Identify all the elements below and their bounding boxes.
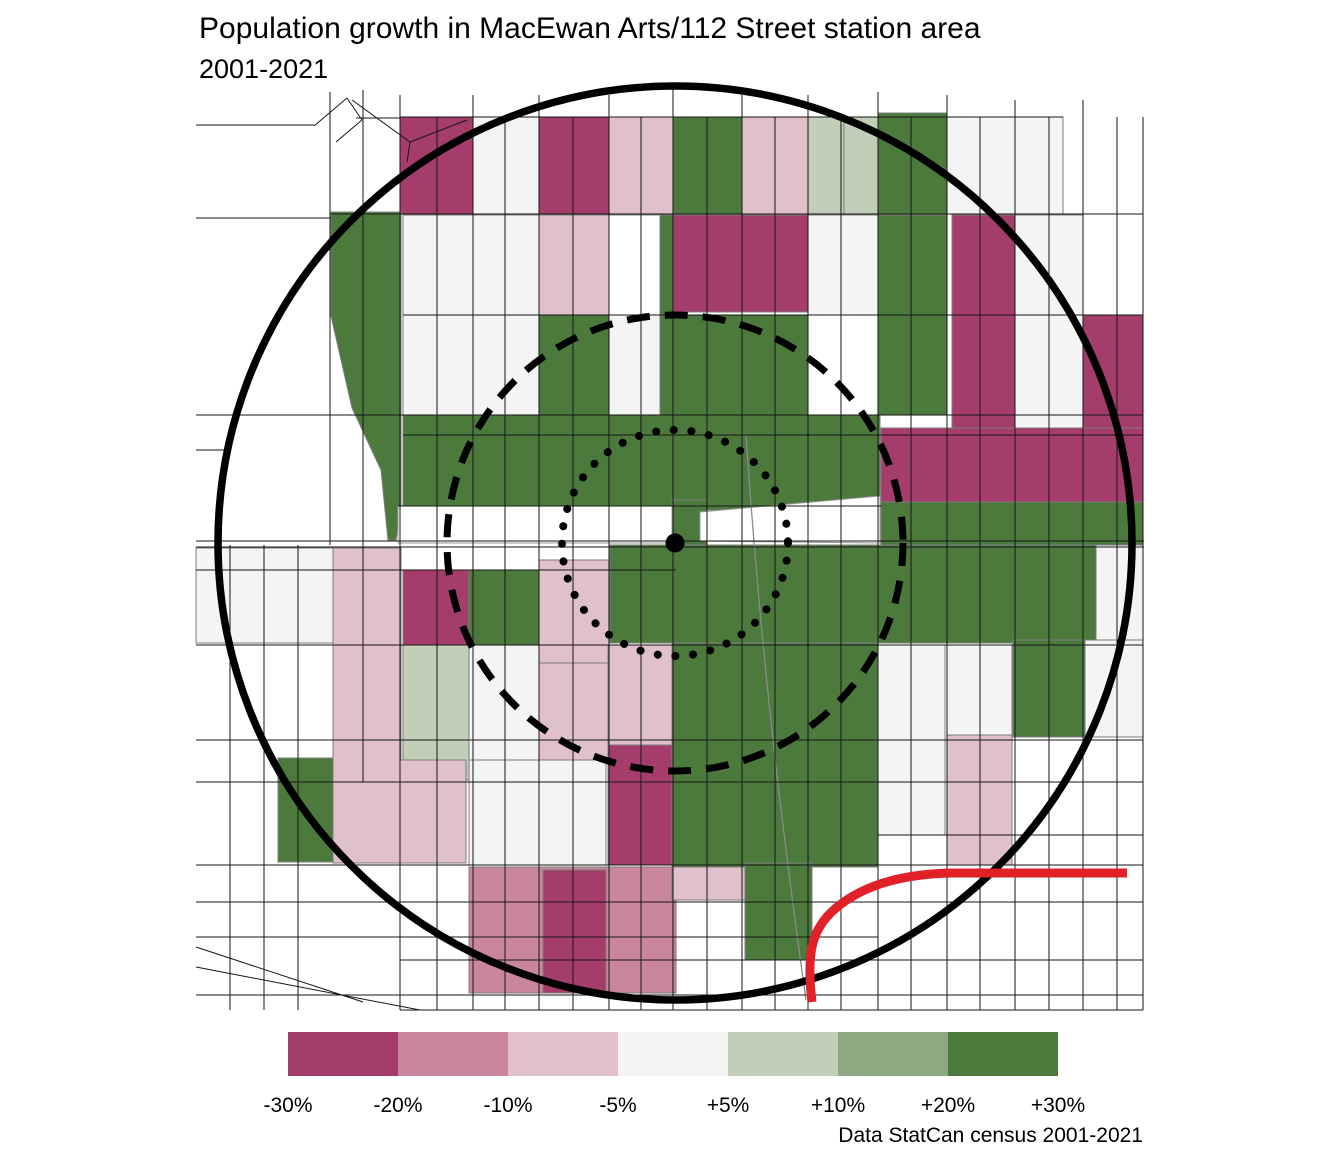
legend-break-label: -30% bbox=[263, 1094, 313, 1117]
census-tract bbox=[402, 644, 470, 781]
census-tract bbox=[880, 427, 1144, 503]
river-line bbox=[745, 434, 807, 1001]
road-line bbox=[335, 119, 363, 143]
census-tract bbox=[472, 116, 540, 215]
legend-swatch-5 bbox=[838, 1032, 948, 1076]
legend-swatch-1 bbox=[398, 1032, 508, 1076]
legend-break-label: +10% bbox=[810, 1094, 866, 1117]
road-line bbox=[195, 946, 364, 1003]
census-tract bbox=[332, 547, 402, 864]
census-tract bbox=[399, 759, 467, 864]
census-tract bbox=[609, 544, 1097, 644]
page-title: Population growth in MacEwan Arts/112 St… bbox=[199, 12, 981, 45]
legend-color-bar bbox=[288, 1032, 1058, 1076]
ring-dotted bbox=[558, 426, 792, 660]
census-tract bbox=[468, 759, 607, 866]
ring-solid bbox=[214, 82, 1136, 1004]
lrt-line bbox=[805, 868, 1127, 1003]
census-tract bbox=[1095, 544, 1144, 644]
census-tract bbox=[538, 559, 610, 664]
legend-break-label: +30% bbox=[1030, 1094, 1086, 1117]
road-line bbox=[351, 99, 411, 143]
legend-swatch-2 bbox=[508, 1032, 618, 1076]
census-tract bbox=[671, 866, 746, 901]
census-tract bbox=[807, 214, 879, 316]
census-tract bbox=[807, 116, 845, 216]
data-source-attribution: Data StatCan census 2001-2021 bbox=[838, 1124, 1143, 1147]
census-tract bbox=[659, 314, 809, 416]
census-tract bbox=[608, 314, 661, 416]
legend-swatch-6 bbox=[948, 1032, 1058, 1076]
legend-break-label: -5% bbox=[599, 1094, 637, 1117]
legend-break-label: +20% bbox=[920, 1094, 976, 1117]
census-tract bbox=[946, 116, 1064, 215]
road-line bbox=[406, 141, 411, 163]
census-tract bbox=[538, 214, 610, 316]
census-tract bbox=[744, 862, 813, 961]
legend-swatch-4 bbox=[728, 1032, 838, 1076]
census-tract bbox=[880, 501, 1144, 546]
census-tract bbox=[538, 116, 610, 215]
census-tract bbox=[542, 869, 607, 994]
road-line bbox=[195, 966, 421, 1011]
ring-dashed bbox=[443, 311, 907, 775]
legend-break-label: +5% bbox=[706, 1094, 750, 1117]
road-line bbox=[313, 97, 348, 127]
census-tract bbox=[951, 214, 1016, 446]
census-tract bbox=[607, 744, 673, 866]
census-tract bbox=[607, 644, 673, 746]
station-marker bbox=[665, 533, 685, 553]
legend-break-label: -20% bbox=[373, 1094, 423, 1117]
page-subtitle: 2001-2021 bbox=[199, 54, 329, 84]
legend-break-label: -10% bbox=[483, 1094, 533, 1117]
road-line bbox=[346, 97, 363, 121]
road-line bbox=[409, 119, 468, 143]
census-tract bbox=[330, 211, 402, 541]
census-tract bbox=[672, 214, 809, 313]
open-area bbox=[699, 495, 881, 544]
legend-swatch-3 bbox=[618, 1032, 728, 1076]
open-area bbox=[397, 505, 673, 544]
census-tract bbox=[468, 569, 540, 646]
legend-swatch-0 bbox=[288, 1032, 398, 1076]
